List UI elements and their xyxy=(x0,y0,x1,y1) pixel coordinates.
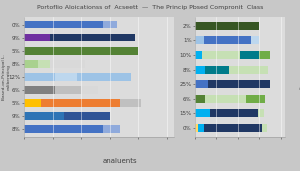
Bar xyxy=(229,66,268,74)
Text: remarks
Based-on-Principal L.
caliberating: remarks Based-on-Principal L. caliberati… xyxy=(0,54,11,100)
Bar xyxy=(50,34,135,42)
Bar xyxy=(24,60,38,68)
Bar xyxy=(210,109,258,117)
Bar xyxy=(41,99,120,107)
Bar xyxy=(195,109,210,117)
Bar xyxy=(195,95,205,103)
Bar xyxy=(24,125,103,133)
Bar xyxy=(38,60,50,68)
Bar xyxy=(208,80,270,88)
Bar xyxy=(240,51,259,59)
Bar xyxy=(262,124,267,132)
Bar xyxy=(195,80,208,88)
Bar xyxy=(103,125,120,133)
Bar xyxy=(24,21,103,29)
Bar xyxy=(195,124,198,132)
Bar xyxy=(195,66,205,74)
Bar xyxy=(259,51,270,59)
Bar xyxy=(202,51,240,59)
Bar xyxy=(205,95,246,103)
Bar xyxy=(120,99,141,107)
Text: analuents: analuents xyxy=(103,158,137,164)
Bar xyxy=(195,51,202,59)
Bar xyxy=(24,99,41,107)
Bar xyxy=(24,86,56,94)
Bar xyxy=(56,73,77,81)
Bar xyxy=(24,73,56,81)
Bar xyxy=(103,21,117,29)
Bar xyxy=(204,36,251,44)
Bar xyxy=(195,36,204,44)
Bar xyxy=(77,73,131,81)
Bar xyxy=(50,60,86,68)
Bar xyxy=(24,47,138,55)
Bar xyxy=(24,112,64,120)
Bar xyxy=(24,34,50,42)
Bar xyxy=(258,109,264,117)
Bar xyxy=(251,36,259,44)
Text: Portoflio Aloicationss of  Acseett  —  The Princip Pbsed Compronit  Class: Portoflio Aloicationss of Acseett — The … xyxy=(37,5,263,10)
Bar xyxy=(246,95,265,103)
Bar xyxy=(81,86,98,94)
Bar xyxy=(204,124,262,132)
Bar xyxy=(64,112,110,120)
Bar xyxy=(56,86,81,94)
Bar xyxy=(205,66,229,74)
Bar xyxy=(198,124,204,132)
Bar xyxy=(195,22,259,30)
Text: remarks
Based-on-Principal L.
caliberating: remarks Based-on-Principal L. caliberati… xyxy=(298,54,300,100)
